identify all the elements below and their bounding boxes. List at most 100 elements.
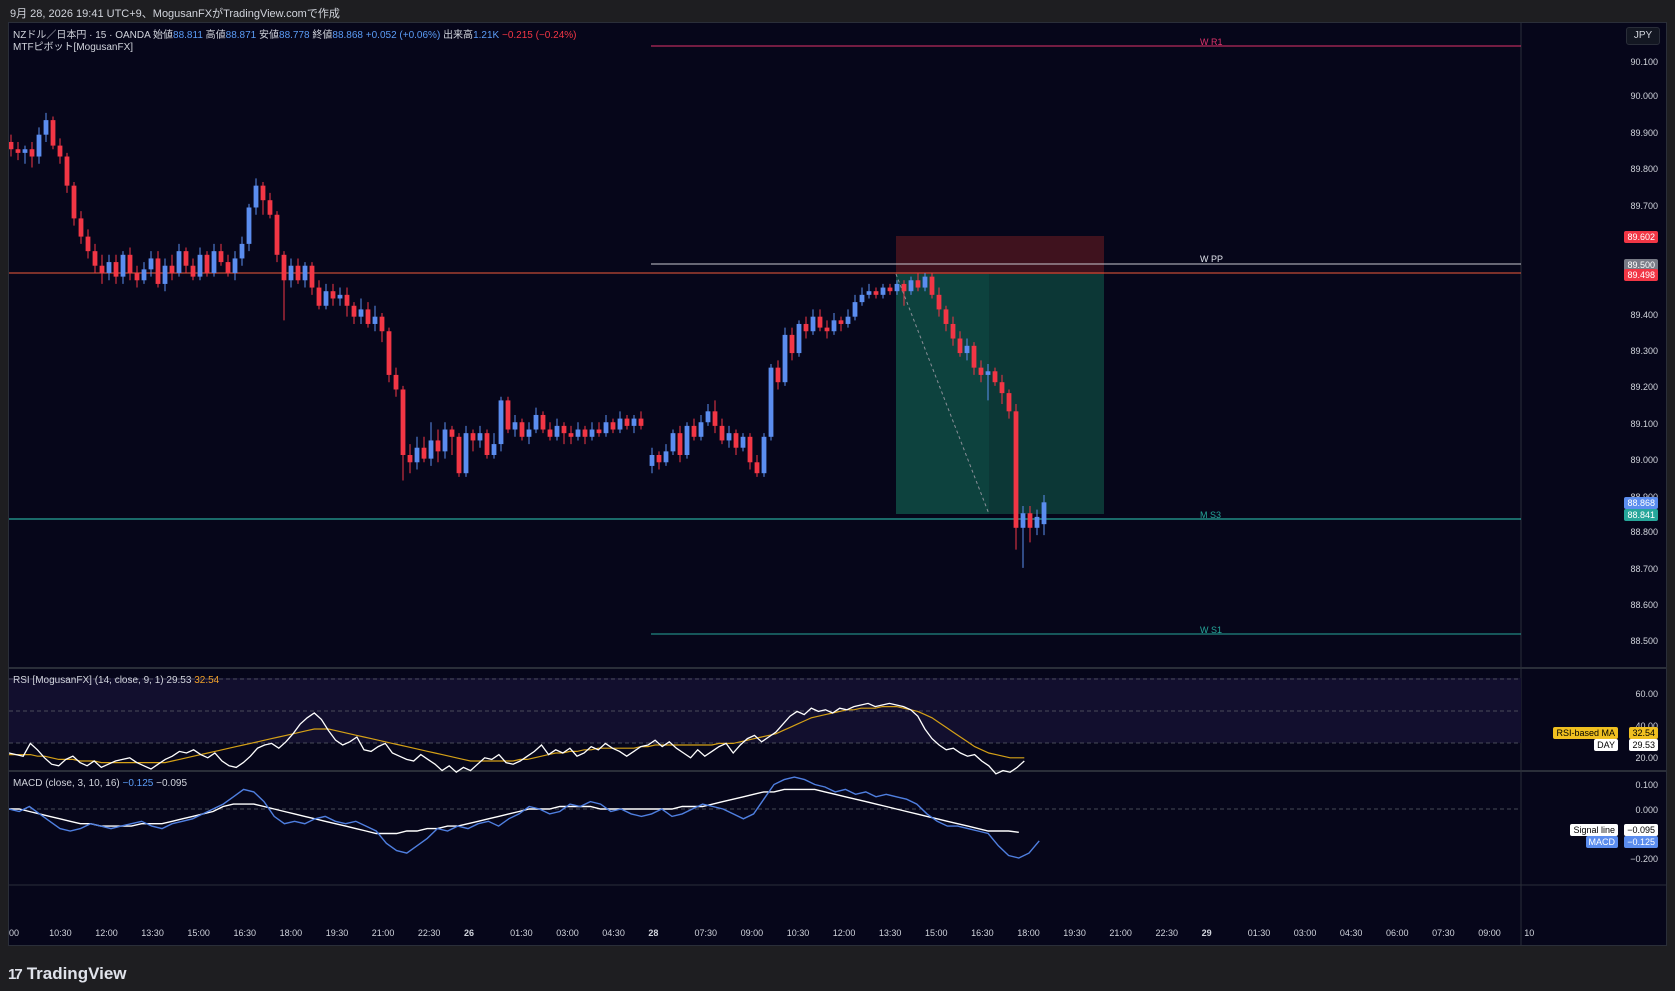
candle-candle bbox=[631, 418, 637, 426]
candle-candle bbox=[691, 425, 697, 437]
candle-candle bbox=[484, 433, 490, 455]
rsi-ma-value: 32.54 bbox=[1629, 727, 1658, 739]
candle-candle bbox=[302, 265, 308, 281]
candle-candle bbox=[239, 243, 245, 259]
candle-candle bbox=[372, 316, 378, 324]
candle-candle bbox=[838, 320, 844, 324]
candle-candle bbox=[9, 141, 14, 150]
time-axis-label: 04:30 bbox=[1339, 928, 1363, 938]
candle-candle bbox=[971, 345, 977, 368]
candle-candle bbox=[316, 287, 322, 306]
price-axis-label: 88.700 bbox=[1630, 564, 1658, 574]
candle-candle bbox=[344, 294, 350, 306]
macd-line-label: MACD bbox=[1585, 836, 1618, 848]
candle-candle bbox=[50, 120, 56, 146]
price-axis-label: 89.200 bbox=[1630, 382, 1658, 392]
candle-candle bbox=[337, 294, 343, 299]
price-axis-label: 88.600 bbox=[1630, 600, 1658, 610]
candle-candle bbox=[733, 433, 739, 448]
candle-candle bbox=[71, 185, 77, 219]
time-axis-label: 21:00 bbox=[1109, 928, 1132, 938]
candle-candle bbox=[155, 258, 161, 284]
candle-candle bbox=[747, 436, 753, 463]
candle-candle bbox=[712, 411, 718, 426]
rsi-legend[interactable]: RSI [MogusanFX] (14, close, 9, 1) 29.53 … bbox=[13, 675, 220, 686]
candle-candle bbox=[810, 316, 816, 332]
trade-path bbox=[895, 273, 990, 515]
time-axis-label: 07:30 bbox=[1432, 928, 1455, 938]
candle-candle bbox=[761, 436, 767, 474]
time-axis-label: 16:30 bbox=[971, 928, 994, 938]
candle-candle bbox=[589, 429, 595, 437]
candle-candle bbox=[190, 265, 196, 277]
candle-candle bbox=[936, 294, 942, 310]
candle-candle bbox=[894, 283, 900, 292]
candle-candle bbox=[677, 433, 683, 455]
candle-candle bbox=[512, 422, 518, 430]
price-tag-ms3: 88.841 bbox=[1624, 509, 1658, 521]
candle-candle bbox=[726, 433, 732, 441]
symbol-legend: NZドル／日本円 · 15 · OANDA 始値88.811 高値88.871 … bbox=[13, 30, 577, 41]
candle-candle bbox=[323, 291, 329, 306]
price-tag-entry: 89.498 bbox=[1624, 269, 1658, 281]
candle-candle bbox=[421, 447, 427, 459]
candle-candle bbox=[603, 422, 609, 434]
time-axis-label: 07:30 bbox=[694, 928, 718, 938]
candle-candle bbox=[330, 291, 336, 299]
rsi-axis-20: 20.00 bbox=[1635, 753, 1658, 763]
candle-candle bbox=[274, 214, 280, 255]
candle-candle bbox=[505, 400, 511, 430]
stop-zone bbox=[896, 236, 1104, 274]
candle-candle bbox=[985, 371, 991, 375]
candle-candle bbox=[547, 429, 553, 437]
symbol-title: NZドル／日本円 · 15 · OANDA bbox=[13, 30, 151, 41]
candle-candle bbox=[64, 156, 70, 186]
candle-candle bbox=[638, 418, 644, 426]
candle-candle bbox=[901, 283, 907, 292]
price-axis-label: 88.500 bbox=[1630, 636, 1658, 646]
candle-candle bbox=[649, 455, 655, 466]
candle-candle bbox=[915, 280, 921, 288]
candle-candle bbox=[768, 367, 774, 437]
time-axis-label: 28 bbox=[648, 928, 659, 938]
price-axis-label: 89.400 bbox=[1630, 310, 1658, 320]
candle-candle bbox=[197, 254, 203, 277]
candle-candle bbox=[309, 265, 315, 288]
macd-axis-neg0.2: −0.200 bbox=[1630, 854, 1658, 864]
candle-candle bbox=[456, 436, 462, 474]
candle-candle bbox=[817, 316, 823, 328]
candle-candle bbox=[978, 367, 984, 375]
currency-button[interactable]: JPY bbox=[1626, 27, 1660, 45]
time-axis-label: 12:00 bbox=[832, 928, 856, 938]
candle-candle bbox=[120, 254, 126, 277]
macd-signal-value: −0.095 bbox=[1624, 824, 1658, 836]
time-axis-label: 18:00 bbox=[1017, 928, 1040, 938]
candle-candle bbox=[365, 309, 371, 324]
candle-candle bbox=[442, 429, 448, 452]
time-axis-label: 00 bbox=[9, 928, 20, 938]
pivot-label-ws1: W S1 bbox=[1200, 625, 1223, 635]
candle-candle bbox=[957, 338, 963, 354]
candle-candle bbox=[225, 262, 231, 273]
rsi-axis-60: 60.00 bbox=[1635, 689, 1658, 699]
candle-candle bbox=[78, 218, 84, 237]
candle-candle bbox=[656, 455, 662, 463]
snapshot-header: 9月 28, 2026 19:41 UTC+9、MogusanFXがTradin… bbox=[10, 8, 340, 20]
macd-line-value: −0.125 bbox=[1624, 836, 1658, 848]
macd-legend[interactable]: MACD (close, 3, 10, 16) −0.125 −0.095 bbox=[13, 778, 188, 789]
price-axis-label: 89.300 bbox=[1630, 346, 1658, 356]
candle-candle bbox=[491, 444, 497, 455]
candle-candle bbox=[929, 276, 935, 295]
macd-line bbox=[9, 776, 1040, 859]
rsi-day-label: DAY bbox=[1594, 739, 1618, 751]
time-axis-label: 09:00 bbox=[1478, 928, 1501, 938]
candle-candle bbox=[106, 262, 112, 273]
chart-canvas[interactable] bbox=[9, 23, 1667, 946]
chart-panel[interactable]: NZドル／日本円 · 15 · OANDA 始値88.811 高値88.871 … bbox=[8, 22, 1667, 946]
candle-candle bbox=[824, 327, 830, 332]
candle-candle bbox=[705, 411, 711, 423]
indicator-legend[interactable]: MTFピボット[MogusanFX] bbox=[13, 42, 134, 53]
time-axis-label: 21:00 bbox=[371, 928, 395, 938]
time-axis-label: 19:30 bbox=[1063, 928, 1086, 938]
price-axis-label: 90.100 bbox=[1630, 57, 1658, 67]
